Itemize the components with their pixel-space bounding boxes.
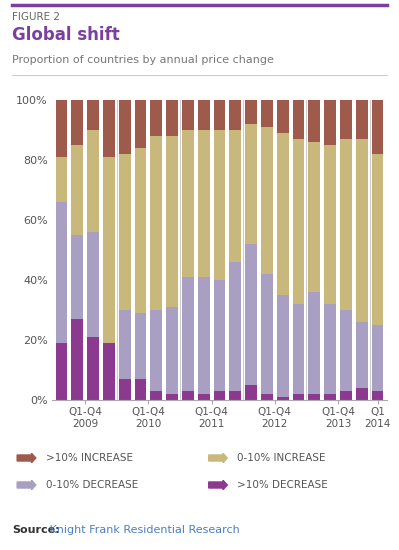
Text: >10% INCREASE: >10% INCREASE <box>46 453 133 463</box>
Bar <box>87 232 99 337</box>
Bar <box>324 145 336 304</box>
Bar <box>324 100 336 145</box>
Bar <box>356 100 367 139</box>
Bar <box>119 154 130 310</box>
Bar <box>150 100 162 136</box>
Text: Proportion of countries by annual price change: Proportion of countries by annual price … <box>12 55 274 65</box>
Bar <box>261 127 273 274</box>
Bar <box>324 304 336 394</box>
Bar <box>213 391 225 400</box>
Bar <box>87 130 99 232</box>
Bar <box>150 391 162 400</box>
Text: FIGURE 2: FIGURE 2 <box>12 12 60 22</box>
Bar <box>277 295 288 397</box>
Bar <box>308 142 320 292</box>
Bar <box>166 100 178 136</box>
Bar <box>245 100 257 124</box>
Bar <box>292 100 304 139</box>
Bar <box>103 100 115 157</box>
Text: >10% DECREASE: >10% DECREASE <box>237 480 328 490</box>
Bar <box>340 310 352 391</box>
Bar <box>229 262 241 391</box>
Bar <box>134 100 146 148</box>
Bar <box>103 343 115 400</box>
Text: Knight Frank Residential Research: Knight Frank Residential Research <box>46 525 240 535</box>
Bar <box>340 100 352 139</box>
Bar <box>182 391 194 400</box>
Bar <box>371 154 383 325</box>
Bar <box>245 385 257 400</box>
Bar <box>292 139 304 304</box>
Bar <box>71 145 83 235</box>
Text: 0-10% DECREASE: 0-10% DECREASE <box>46 480 138 490</box>
Bar <box>134 148 146 313</box>
Bar <box>71 235 83 319</box>
Bar <box>356 139 367 322</box>
Bar <box>213 130 225 280</box>
Bar <box>277 100 288 133</box>
Bar <box>213 280 225 391</box>
Bar <box>103 157 115 343</box>
FancyArrow shape <box>17 480 36 490</box>
Bar <box>166 136 178 307</box>
Bar <box>182 100 194 130</box>
Bar <box>55 157 67 202</box>
Bar <box>55 343 67 400</box>
Bar <box>229 391 241 400</box>
Bar <box>119 379 130 400</box>
Bar <box>340 391 352 400</box>
Bar <box>166 394 178 400</box>
Text: Source:: Source: <box>12 525 59 535</box>
FancyArrow shape <box>209 453 227 463</box>
Bar <box>261 394 273 400</box>
Bar <box>308 100 320 142</box>
Bar <box>198 394 209 400</box>
Bar <box>55 100 67 157</box>
Bar <box>71 100 83 145</box>
Bar <box>87 100 99 130</box>
Bar <box>277 133 288 295</box>
Bar <box>261 274 273 394</box>
Bar <box>229 130 241 262</box>
Bar <box>166 307 178 394</box>
Bar <box>245 124 257 244</box>
Bar <box>340 139 352 310</box>
Bar <box>198 277 209 394</box>
Bar <box>198 130 209 277</box>
Bar <box>198 100 209 130</box>
Bar <box>277 397 288 400</box>
Bar <box>213 100 225 130</box>
Bar <box>356 322 367 388</box>
Bar <box>119 100 130 154</box>
Bar <box>324 394 336 400</box>
Bar <box>55 202 67 343</box>
Bar <box>182 277 194 391</box>
Bar <box>308 292 320 394</box>
Bar <box>150 136 162 310</box>
FancyArrow shape <box>17 453 36 463</box>
Bar <box>245 244 257 385</box>
FancyArrow shape <box>209 480 227 490</box>
Bar <box>134 313 146 379</box>
Bar <box>87 337 99 400</box>
Bar <box>292 304 304 394</box>
Bar <box>119 310 130 379</box>
Bar <box>71 319 83 400</box>
Bar <box>182 130 194 277</box>
Bar <box>356 388 367 400</box>
Bar <box>292 394 304 400</box>
Bar <box>371 100 383 154</box>
Bar <box>229 100 241 130</box>
Bar <box>261 100 273 127</box>
Text: Global shift: Global shift <box>12 26 120 44</box>
Bar <box>371 325 383 391</box>
Bar <box>134 379 146 400</box>
Bar <box>150 310 162 391</box>
Bar <box>308 394 320 400</box>
Text: 0-10% INCREASE: 0-10% INCREASE <box>237 453 326 463</box>
Bar <box>371 391 383 400</box>
